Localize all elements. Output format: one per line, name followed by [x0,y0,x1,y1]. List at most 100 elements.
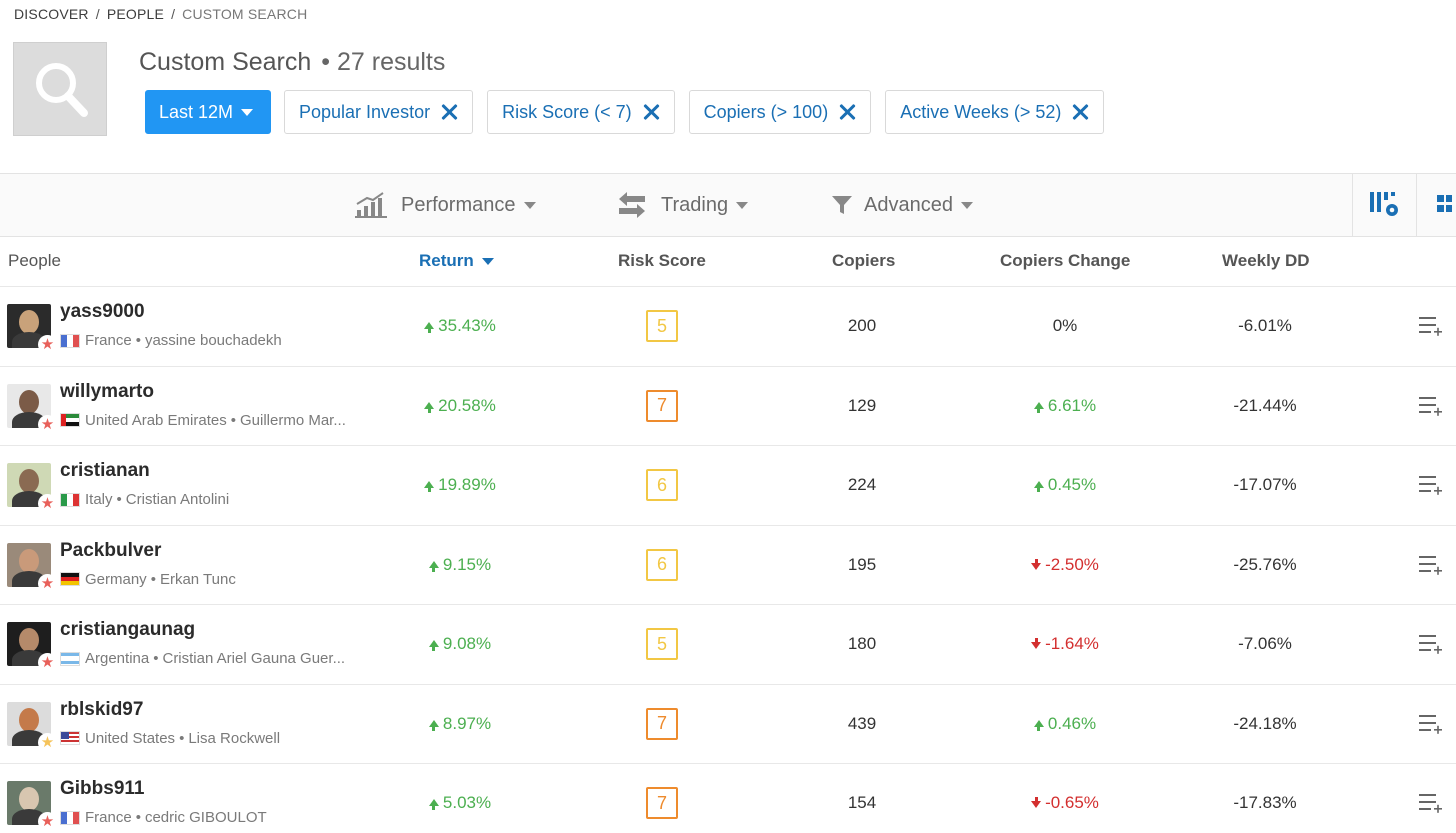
advanced-dropdown[interactable]: Advanced [832,174,973,236]
column-settings-button[interactable] [1352,174,1416,236]
return-cell: 8.97% [390,714,530,734]
close-icon[interactable] [838,103,856,121]
star-badge-icon: ★ [38,732,57,752]
arrow-up-icon [428,719,439,731]
table-header: People Return Risk Score Copiers Copiers… [0,237,1456,287]
column-header-return[interactable]: Return [419,251,494,271]
grid-view-icon [1436,195,1452,212]
close-icon[interactable] [440,103,458,121]
add-to-watchlist-icon[interactable] [1419,554,1445,576]
star-badge-icon: ★ [38,494,57,513]
username-link[interactable]: Gibbs911 [60,778,145,799]
risk-score-badge: 5 [646,310,678,342]
column-header-copiers[interactable]: Copiers [832,251,896,270]
weekly-dd-value: -17.83% [1233,793,1297,812]
full-name: Erkan Tunc [159,570,236,588]
username-link[interactable]: rblskid97 [60,698,144,720]
avatar[interactable] [7,622,51,666]
return-value: 20.58% [438,395,496,415]
country-flag-icon [60,572,80,586]
performance-label: Performance [401,193,516,216]
table-row[interactable]: ★ cristianan Italy • Cristian Antolini 19.89%… [0,446,1456,526]
return-value: 19.89% [438,475,496,494]
weekly-dd-value: -7.06% [1238,634,1292,653]
full-name: Lisa Rockwell [188,729,281,747]
full-name: Guillermo Mar... [240,411,346,429]
table-row[interactable]: ★ Gibbs911 France • cedric GIBOULOT 5.03% 7 154… [0,764,1456,833]
copiers-value: 180 [847,634,877,653]
username-link[interactable]: cristiangaunag [60,619,196,640]
filter-chip-popular-investor[interactable]: Popular Investor [284,90,474,134]
table-row[interactable]: ★ cristiangaunag Argentina • Cristian Ariel … [0,605,1456,685]
copiers-change-value: 0.46% [1047,713,1097,733]
risk-score-value: 7 [656,792,667,813]
country-name: France [85,809,132,826]
return-cell: 5.03% [390,793,530,813]
full-name: yassine bouchadekh [144,332,282,349]
filter-chip-risk-score[interactable]: Risk Score (< 7) [487,90,675,134]
user-subtitle: United States • Lisa Rockwell [60,730,280,747]
add-to-watchlist-icon[interactable] [1419,315,1445,337]
risk-score-value: 5 [656,633,667,654]
table-row[interactable]: ★ yass9000 France • yassine bouchadekh 35.43%… [0,287,1456,367]
copiers-value: 439 [847,713,877,733]
username-link[interactable]: willymarto [60,380,154,402]
country-name: United States [85,729,176,747]
search-icon [36,63,88,117]
user-subtitle: France • cedric GIBOULOT [60,809,267,826]
return-value: 8.97% [442,713,492,733]
close-icon[interactable] [642,103,660,121]
performance-dropdown[interactable]: Performance [355,174,536,236]
add-to-watchlist-icon[interactable] [1419,713,1445,735]
arrow-up-icon [428,799,439,810]
breadcrumb-people[interactable]: PEOPLE [106,6,165,22]
advanced-label: Advanced [864,193,953,216]
username-link[interactable]: yass9000 [60,301,145,322]
copiers-value: 195 [847,554,877,574]
grid-view-button[interactable] [1416,174,1456,236]
table-row[interactable]: ★ Packbulver Germany • Erkan Tunc 9.15% 6 195 -2… [0,526,1456,605]
copiers-change-value: -0.65% [1045,793,1099,812]
add-to-watchlist-icon[interactable] [1419,792,1445,814]
arrow-down-icon [1031,638,1042,649]
filter-chip-active-weeks[interactable]: Active Weeks (> 52) [885,90,1105,134]
filter-chip-label: Copiers (> 100) [703,101,829,122]
chevron-down-icon [960,201,973,209]
avatar[interactable] [7,383,51,428]
return-cell: 20.58% [390,396,530,416]
copiers-change-cell: -2.50% [985,555,1145,575]
weekly-dd-value: -6.01% [1238,316,1292,335]
column-header-risk-score[interactable]: Risk Score [618,251,706,270]
trading-dropdown[interactable]: Trading [617,174,749,236]
weekly-dd-value: -21.44% [1233,395,1297,415]
filter-chip-copiers[interactable]: Copiers (> 100) [688,90,872,134]
username-link[interactable]: Packbulver [60,539,162,561]
return-value: 35.43% [438,316,496,335]
risk-score-value: 6 [656,554,667,574]
table-row[interactable]: ★ rblskid97 United States • Lisa Rockwell 8.9… [0,685,1456,764]
table-row[interactable]: ★ willymarto United Arab Emirates • Guillerm… [0,367,1456,446]
filter-bar: Last 12M Popular Investor Risk Score (< … [145,90,1118,134]
risk-score-value: 7 [656,713,667,733]
add-to-watchlist-icon[interactable] [1419,395,1445,417]
star-badge-icon: ★ [38,812,57,831]
column-header-copiers-change[interactable]: Copiers Change [1000,251,1131,270]
column-header-weekly-dd[interactable]: Weekly DD [1222,251,1310,270]
breadcrumb-discover[interactable]: DISCOVER [14,6,89,22]
star-badge-icon: ★ [38,335,57,354]
swap-arrows-icon [619,192,645,218]
country-name: Italy [85,491,113,508]
copiers-value: 154 [847,793,877,812]
close-icon[interactable] [1071,103,1089,121]
full-name: Cristian Ariel Gauna Guer... [162,650,346,667]
copiers-value: 200 [847,316,877,335]
add-to-watchlist-icon[interactable] [1419,474,1445,496]
copiers-change-cell: -0.65% [985,793,1145,813]
user-subtitle: France • yassine bouchadekh [60,332,282,349]
arrow-up-icon [428,560,439,572]
arrow-up-icon [1033,401,1044,413]
add-to-watchlist-icon[interactable] [1419,633,1445,655]
period-dropdown[interactable]: Last 12M [145,90,271,134]
copiers-change-cell: 0.45% [985,475,1145,495]
username-link[interactable]: cristianan [60,460,150,481]
